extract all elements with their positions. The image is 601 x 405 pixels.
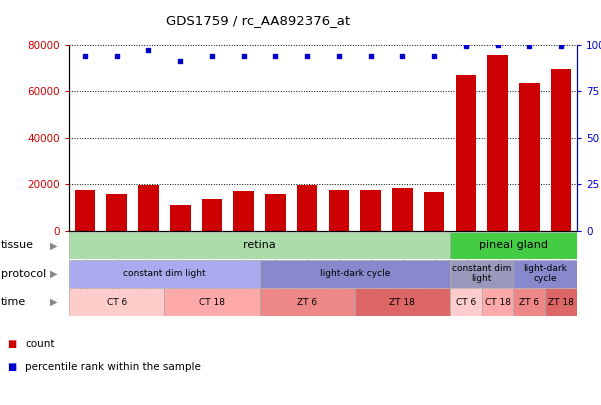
Bar [513,260,577,288]
Bar [69,232,450,259]
Bar [519,83,540,231]
Bar [392,188,413,231]
Text: ■: ■ [7,362,16,371]
Bar [487,55,508,231]
Bar [138,185,159,231]
Text: ▶: ▶ [50,269,57,279]
Bar [170,205,191,231]
Text: count: count [25,339,55,349]
Bar [450,232,577,259]
Text: ▶: ▶ [50,297,57,307]
Bar [551,69,572,231]
Bar [297,185,317,231]
Bar [513,288,545,316]
Text: pineal gland: pineal gland [479,241,548,250]
Bar [424,192,445,231]
Bar [450,288,482,316]
Bar [69,288,164,316]
Text: ZT 18: ZT 18 [548,298,574,307]
Text: CT 18: CT 18 [484,298,511,307]
Bar [545,288,577,316]
Text: time: time [1,297,26,307]
Text: retina: retina [243,241,276,250]
Bar [456,75,476,231]
Bar [75,190,96,231]
Bar [355,288,450,316]
Bar [361,190,381,231]
Text: CT 18: CT 18 [199,298,225,307]
Bar [233,191,254,231]
Text: light-dark
cycle: light-dark cycle [523,264,567,284]
Text: protocol: protocol [1,269,46,279]
Text: CT 6: CT 6 [456,298,476,307]
Bar [265,194,285,231]
Text: ZT 6: ZT 6 [519,298,540,307]
Bar [106,194,127,231]
Bar [450,260,513,288]
Bar [260,260,450,288]
Text: constant dim
light: constant dim light [452,264,511,284]
Text: ZT 6: ZT 6 [297,298,317,307]
Bar [201,199,222,231]
Bar [482,288,513,316]
Text: ZT 18: ZT 18 [389,298,415,307]
Text: ■: ■ [7,339,16,349]
Bar [69,260,260,288]
Text: light-dark cycle: light-dark cycle [320,269,390,278]
Text: ▶: ▶ [50,241,57,250]
Text: tissue: tissue [1,241,34,250]
Bar [260,288,355,316]
Bar [329,190,349,231]
Text: GDS1759 / rc_AA892376_at: GDS1759 / rc_AA892376_at [166,14,350,27]
Text: CT 6: CT 6 [106,298,127,307]
Text: constant dim light: constant dim light [123,269,206,278]
Bar [164,288,260,316]
Text: percentile rank within the sample: percentile rank within the sample [25,362,201,371]
